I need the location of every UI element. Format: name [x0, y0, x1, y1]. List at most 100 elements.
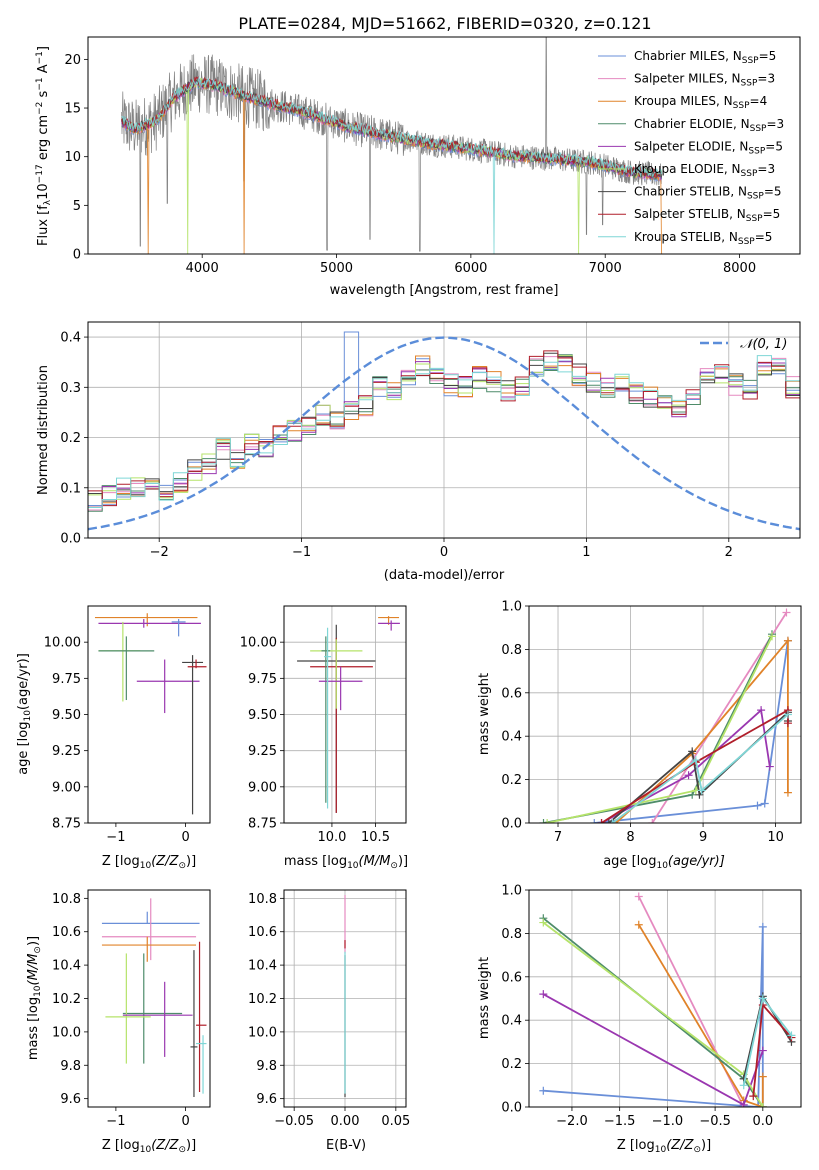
label-part: 10	[656, 861, 668, 871]
label-part: SSP	[738, 237, 755, 247]
label-part: (M/M	[26, 954, 41, 986]
y-tick-label: 9.75	[248, 672, 277, 687]
y-tick-label: 10.2	[248, 992, 277, 1007]
mass-vs-z-plot-area	[101, 898, 207, 1097]
label-part: SSP	[742, 56, 759, 66]
weight-marker	[754, 1103, 763, 1107]
y-tick-label: 0.2	[501, 1057, 522, 1072]
label-part: (age/yr)]	[668, 854, 725, 869]
label-part: =5	[763, 207, 781, 221]
x-tick-label: 7000	[589, 261, 622, 276]
x-tick-label: −2.0	[556, 1114, 588, 1129]
x-tick-label: 4000	[186, 261, 219, 276]
x-tick-label: 8000	[723, 261, 756, 276]
y-tick-label: 0.8	[501, 927, 522, 942]
label-part: 10	[347, 861, 359, 871]
label-part: age [log	[16, 722, 31, 775]
weight-marker	[758, 922, 767, 931]
legend-entry: Salpeter MILES, NSSP=3	[634, 72, 775, 89]
weight-marker	[739, 1081, 748, 1090]
label-part: ]	[36, 46, 51, 51]
model-spectrum	[121, 76, 663, 254]
y-tick-label: 10.2	[52, 992, 81, 1007]
label-part: −17	[35, 164, 45, 183]
label-part: Z [log	[102, 1138, 140, 1153]
label-part: SSP	[747, 192, 764, 202]
weight-marker	[760, 799, 769, 808]
y-tick-label: 9.6	[60, 1092, 81, 1107]
y-tick-label: 9.6	[256, 1092, 277, 1107]
age-vs-mass-plot-area	[297, 616, 400, 813]
label-part: =5	[755, 230, 773, 244]
y-tick-label: 9.25	[52, 744, 81, 759]
legend-entry: Chabrier MILES, NSSP=5	[634, 49, 776, 66]
label-part: )]	[398, 854, 408, 869]
weight-marker	[758, 994, 767, 1003]
x-tick-label: 2	[725, 545, 733, 560]
weight-marker	[604, 819, 613, 823]
y-tick-label: 10.4	[52, 959, 81, 974]
weight-marker	[688, 747, 697, 756]
label-part: SSP	[748, 146, 765, 156]
y-tick-label: 9.50	[52, 708, 81, 723]
weight-marker	[684, 771, 693, 780]
label-part: (Z/Z	[151, 854, 179, 869]
label-part: Flux [f	[36, 205, 51, 246]
weight-vs-age-xlabel: age [log10(age/yr)]	[603, 854, 725, 871]
age-vs-z-axes: −1 0 8.75 9.00 9.25 9.50 9.75 10.00	[44, 605, 211, 845]
label-part: )]	[186, 1138, 196, 1153]
mass-vs-z-xlabel: Z [log10(Z/Z⊙)]	[102, 1138, 196, 1155]
label-part: age [log	[603, 854, 656, 869]
x-tick-label: 0.00	[331, 1114, 360, 1129]
y-tick-label: 0.0	[501, 817, 522, 832]
label-part: Salpeter STELIB, N	[634, 207, 746, 221]
residuals-ylabel: Normed distribution	[36, 365, 51, 495]
weight-marker	[691, 756, 700, 765]
label-part: ⊙	[693, 1145, 701, 1155]
x-tick-label: 0.0	[752, 1114, 773, 1129]
gaussian-curve	[88, 336, 800, 531]
y-tick-label: 8.75	[52, 817, 81, 832]
weight-marker	[783, 636, 792, 645]
y-tick-label: 5	[73, 199, 81, 214]
weight-vs-z-plot-area	[539, 892, 796, 1107]
label-part: =3	[766, 117, 784, 131]
y-tick-label: 10.00	[44, 636, 81, 651]
y-tick-label: 0.1	[60, 481, 81, 496]
x-tick-label: −1.5	[604, 1114, 636, 1129]
label-part: 10	[36, 183, 51, 200]
label-part: ⊙	[33, 946, 43, 954]
y-tick-label: 10.8	[248, 892, 277, 907]
label-part: =5	[765, 139, 783, 153]
label-part: Salpeter ELODIE, N	[634, 139, 748, 153]
legend-entry: Kroupa MILES, NSSP=4	[634, 94, 767, 111]
age-vs-mass-xlabel: mass [log10(M/M⊙)]	[284, 854, 408, 871]
y-tick-label: 0	[73, 248, 81, 263]
model-spectrum	[121, 76, 662, 180]
weight-marker	[648, 819, 657, 823]
y-tick-label: 1.0	[501, 884, 522, 899]
x-tick-label: −0.5	[699, 1114, 731, 1129]
age-vs-z-ylabel: age [log10(age/yr)]	[16, 653, 33, 775]
weight-vs-age-ylabel: mass weight	[477, 673, 492, 755]
label-part: =4	[750, 94, 768, 108]
spectrum-frame	[87, 36, 801, 255]
y-tick-label: 0.0	[60, 532, 81, 547]
label-part: Kroupa STELIB, N	[634, 230, 738, 244]
residual-histogram	[88, 331, 800, 506]
label-part: SSP	[741, 79, 758, 89]
label-part: −1	[35, 77, 45, 90]
x-tick-label: 1	[582, 545, 590, 560]
x-tick-label: −1	[106, 830, 125, 845]
label-part: Kroupa MILES, N	[634, 94, 733, 108]
y-tick-label: 0.2	[60, 431, 81, 446]
label-part: 10	[140, 861, 152, 871]
label-part: (age/yr)]	[16, 653, 31, 710]
x-tick-label: 10.5	[361, 830, 390, 845]
y-tick-label: 0.4	[501, 1014, 522, 1029]
label-part: (M/M	[359, 854, 391, 869]
weight-marker	[782, 608, 791, 617]
x-tick-label: 8	[626, 830, 634, 845]
x-tick-label: 9	[699, 830, 707, 845]
